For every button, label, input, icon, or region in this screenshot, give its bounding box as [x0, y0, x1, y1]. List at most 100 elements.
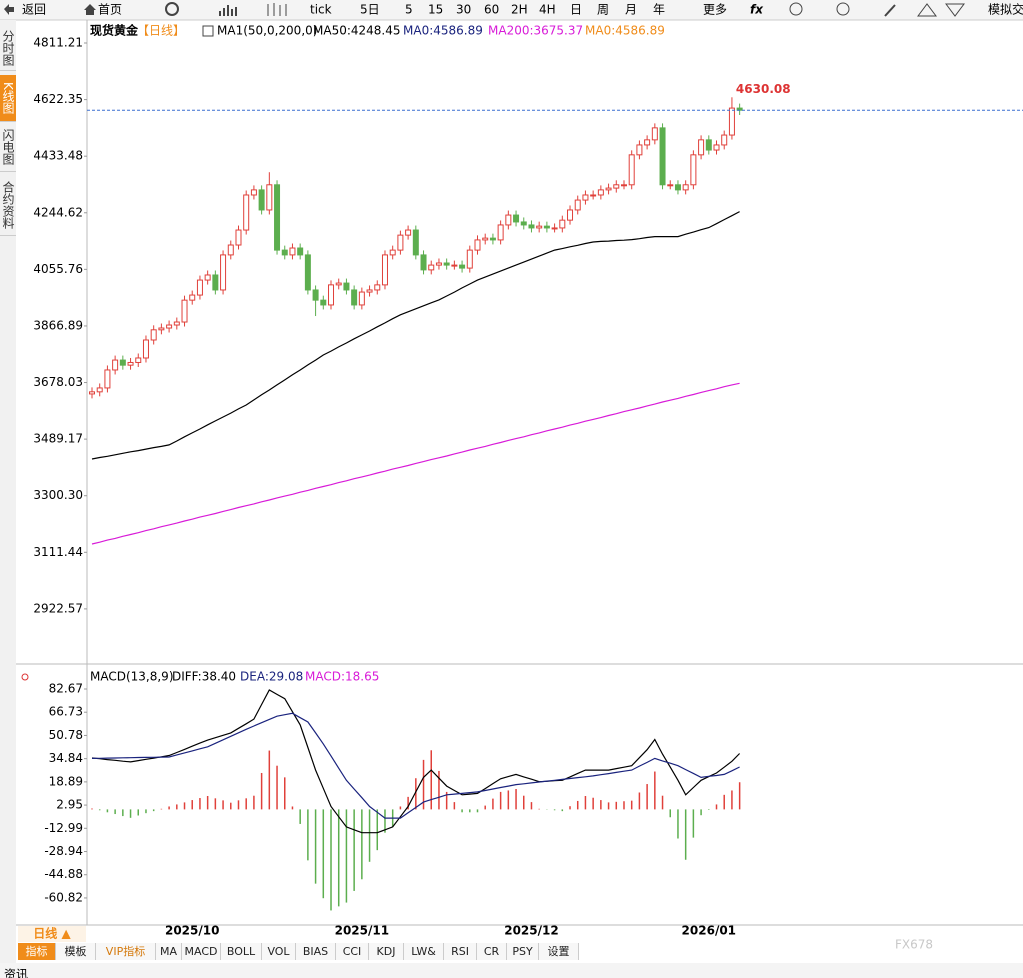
- pen-icon[interactable]: [884, 4, 896, 17]
- period-button[interactable]: 日线 ▲: [33, 926, 71, 941]
- candle-body: [682, 184, 689, 191]
- toolbar-button[interactable]: 年: [653, 3, 665, 17]
- toolbar-button[interactable]: 15: [428, 3, 443, 17]
- back-icon[interactable]: [4, 4, 14, 15]
- legend-item: MA50:4248.45: [313, 24, 401, 38]
- candle-body: [189, 294, 196, 301]
- legend-item: MACD:18.65: [305, 670, 379, 684]
- bottom-tab[interactable]: PSY: [507, 943, 539, 960]
- legend-item: MA0:4586.89: [403, 24, 483, 38]
- toolbar-button[interactable]: 更多: [703, 3, 727, 17]
- high-annotation: 4630.08: [736, 82, 791, 96]
- toolbar-button[interactable]: tick: [310, 3, 332, 17]
- y-tick-label: 2.95: [56, 798, 83, 812]
- bottom-tab[interactable]: MA: [156, 943, 182, 960]
- candle-body: [482, 237, 489, 241]
- x-tick-label: 2025/12: [504, 924, 558, 938]
- candle-body: [636, 144, 643, 156]
- bottom-tab[interactable]: 设置: [539, 943, 579, 960]
- candle-body: [119, 359, 126, 366]
- refresh-icon[interactable]: [165, 2, 179, 16]
- settings-icon[interactable]: [21, 673, 29, 681]
- legend-item: DIFF:38.40: [172, 670, 236, 684]
- bottom-tab[interactable]: KDJ: [369, 943, 404, 960]
- candle-body: [613, 184, 620, 189]
- candle-body: [520, 221, 527, 226]
- sidebar: [0, 20, 16, 978]
- y-tick-label: 3111.44: [33, 545, 83, 559]
- up-tri-icon[interactable]: [917, 3, 937, 17]
- toolbar: [0, 0, 1023, 20]
- toolbar-button[interactable]: 5: [405, 3, 413, 17]
- candle-body: [104, 369, 111, 389]
- toolbar-button[interactable]: 首页: [98, 3, 122, 17]
- macd-line: [91, 689, 741, 834]
- candle-body: [474, 239, 481, 251]
- bottom-tab[interactable]: LW&: [404, 943, 444, 960]
- toolbar-button[interactable]: 60: [484, 3, 499, 17]
- toolbar-button[interactable]: 模拟交: [988, 2, 1023, 17]
- candle-body: [112, 359, 119, 371]
- candle-body: [420, 254, 427, 271]
- bottom-tab[interactable]: MACD: [182, 943, 221, 960]
- zoom-out-icon[interactable]: [789, 2, 803, 16]
- zoom-in-icon[interactable]: [836, 2, 850, 16]
- ma-line: [91, 382, 740, 545]
- toolbar-button[interactable]: 日: [570, 3, 582, 17]
- toolbar-button[interactable]: 5日: [360, 3, 380, 17]
- candle-body: [335, 282, 342, 286]
- x-tick-label: 2025/10: [165, 924, 219, 938]
- bottom-tab[interactable]: 模板: [56, 943, 96, 960]
- period-button-bg: [18, 926, 86, 942]
- down-tri-icon[interactable]: [945, 3, 965, 17]
- sidebar-tab[interactable]: 合约资料: [0, 175, 16, 236]
- symbol: 现货黄金: [90, 23, 139, 38]
- y-tick-label: 4244.62: [33, 205, 83, 219]
- candle-body: [281, 249, 288, 256]
- footer-bar: [0, 963, 1023, 978]
- y-tick-label: 66.73: [49, 705, 83, 719]
- sidebar-tab[interactable]: 闪电图: [0, 123, 16, 172]
- bottom-tab[interactable]: CR: [477, 943, 507, 960]
- toolbar-button[interactable]: 月: [625, 3, 637, 17]
- bottom-tab[interactable]: 指标: [18, 943, 56, 960]
- toolbar-button[interactable]: 2H: [511, 3, 528, 17]
- candle-body: [274, 184, 281, 251]
- sidebar-tab[interactable]: 分时图: [0, 25, 16, 71]
- toolbar-button[interactable]: 周: [597, 3, 609, 17]
- ma-icon: [202, 25, 214, 37]
- watermark: FX678: [895, 938, 933, 952]
- candle-body: [644, 139, 651, 146]
- candle-body: [166, 324, 173, 329]
- candle-body: [150, 329, 157, 341]
- candle-body: [196, 279, 203, 296]
- bottom-tab[interactable]: BIAS: [296, 943, 336, 960]
- bottom-tab[interactable]: BOLL: [221, 943, 262, 960]
- candle-body: [667, 184, 674, 187]
- toolbar-button[interactable]: 返回: [22, 3, 46, 17]
- bars-icon[interactable]: [219, 5, 237, 16]
- fx-icon[interactable]: fx: [750, 3, 764, 17]
- toolbar-button[interactable]: 30: [456, 3, 471, 17]
- bottom-tab[interactable]: VOL: [262, 943, 296, 960]
- bottom-tab[interactable]: CCI: [336, 943, 369, 960]
- candle-body: [628, 154, 635, 186]
- candle-body: [412, 229, 419, 256]
- candle-icon[interactable]: [267, 3, 287, 16]
- candle-body: [551, 227, 558, 230]
- bottom-tab[interactable]: RSI: [444, 943, 477, 960]
- macd-line: [91, 712, 740, 819]
- candle-body: [374, 284, 381, 291]
- bottom-tab[interactable]: VIP指标: [96, 943, 156, 960]
- legend-item: MA1(50,0,200,0): [217, 24, 317, 38]
- candle-body: [96, 387, 103, 393]
- candle-body: [351, 289, 358, 306]
- y-tick-label: -12.99: [44, 821, 83, 835]
- candle-body: [443, 262, 450, 266]
- toolbar-button[interactable]: 4H: [539, 3, 556, 17]
- home-icon[interactable]: [84, 4, 96, 15]
- sidebar-tab[interactable]: K线图: [0, 75, 16, 122]
- y-tick-label: 3866.89: [33, 318, 83, 332]
- candle-body: [721, 134, 728, 146]
- candle-body: [651, 127, 658, 141]
